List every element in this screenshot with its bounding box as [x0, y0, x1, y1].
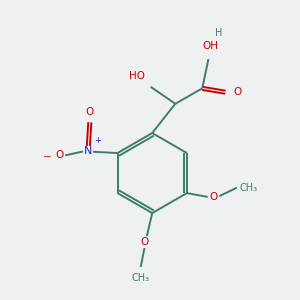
Text: CH₃: CH₃: [132, 273, 150, 283]
Text: O: O: [233, 87, 241, 97]
Text: +: +: [94, 136, 100, 145]
Text: CH₃: CH₃: [239, 183, 257, 193]
Text: O: O: [210, 192, 218, 202]
Text: N: N: [84, 146, 92, 157]
Text: O: O: [86, 107, 94, 117]
Text: H: H: [214, 28, 222, 38]
Text: O: O: [55, 150, 63, 160]
Text: HO: HO: [128, 71, 145, 81]
Text: OH: OH: [202, 41, 218, 51]
Text: −: −: [43, 152, 51, 162]
Text: O: O: [140, 237, 148, 248]
